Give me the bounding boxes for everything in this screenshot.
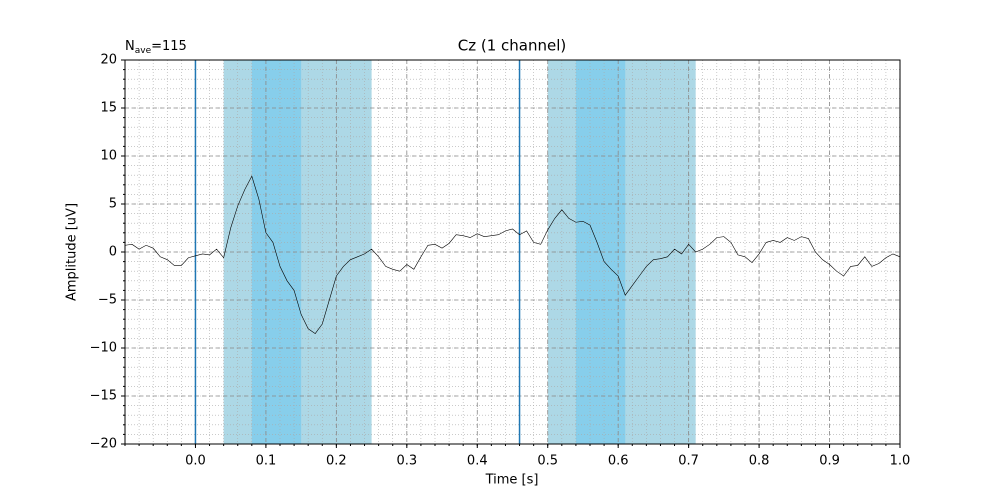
y-tick-label: −15 <box>90 389 117 404</box>
x-tick-label: 0.8 <box>749 454 770 469</box>
x-tick-label: 0.3 <box>396 454 417 469</box>
y-tick-label: −5 <box>98 293 117 308</box>
x-axis-label: Time [s] <box>485 473 539 488</box>
x-tick-label: 0.7 <box>678 454 699 469</box>
y-tick-label: 10 <box>100 149 117 164</box>
x-tick-label: 0.4 <box>467 454 488 469</box>
y-tick-label: 0 <box>109 245 117 260</box>
x-tick-label: 0.5 <box>537 454 558 469</box>
plot-frame <box>124 59 901 445</box>
data-line <box>124 175 901 335</box>
x-tick-label: 1.0 <box>890 454 911 469</box>
x-tick-label: 0.0 <box>185 454 206 469</box>
chart-title: Cz (1 channel) <box>458 37 567 55</box>
annotation-rest: =115 <box>151 39 187 54</box>
y-tick-label: 15 <box>100 101 117 116</box>
annotation-main: N <box>125 39 135 54</box>
annotation: Nave=115 <box>125 39 187 56</box>
x-tick-label: 0.2 <box>326 454 347 469</box>
x-tick-label: 0.6 <box>608 454 629 469</box>
y-tick-label: −20 <box>90 437 117 452</box>
annotation-sub: ave <box>135 46 152 56</box>
y-axis-label: Amplitude [uV] <box>65 203 80 301</box>
y-tick-label: −10 <box>90 341 117 356</box>
y-tick-label: 5 <box>109 197 117 212</box>
x-tick-label: 0.9 <box>819 454 840 469</box>
y-tick-label: 20 <box>100 53 117 68</box>
x-tick-label: 0.1 <box>256 454 277 469</box>
